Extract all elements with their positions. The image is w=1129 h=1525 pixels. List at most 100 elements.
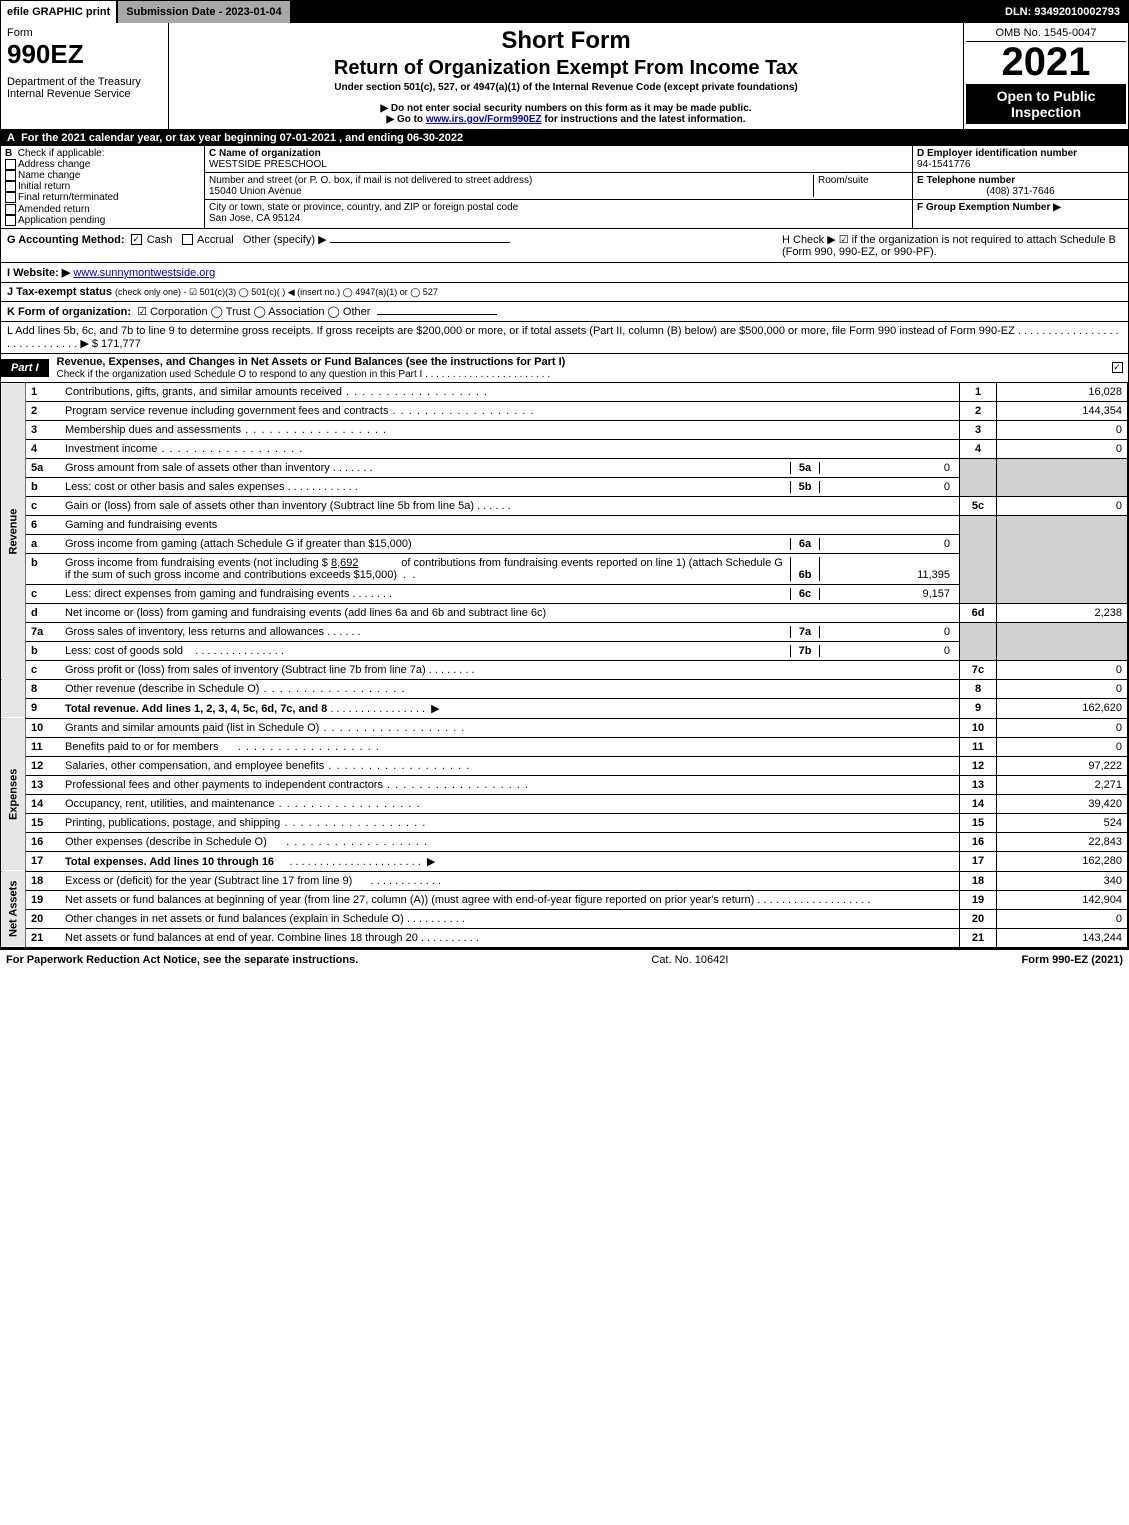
chk-accrual[interactable] xyxy=(182,234,193,245)
n7b: b xyxy=(26,641,61,660)
part1-checkline: Check if the organization used Schedule … xyxy=(57,369,551,380)
v9: 162,620 xyxy=(997,698,1128,718)
d6: Gaming and fundraising events xyxy=(60,515,960,534)
row-6d: dNet income or (loss) from gaming and fu… xyxy=(1,603,1128,622)
website-link[interactable]: www.sunnymontwestside.org xyxy=(73,267,215,279)
g-accrual: Accrual xyxy=(197,234,234,246)
n10: 10 xyxy=(26,718,61,737)
sv5b: 0 xyxy=(820,481,954,493)
chk-final-return[interactable] xyxy=(5,192,16,203)
room-label: Room/suite xyxy=(818,175,869,186)
org-city: San Jose, CA 95124 xyxy=(209,213,300,224)
efile-print[interactable]: efile GRAPHIC print xyxy=(1,1,118,23)
footer-pra: For Paperwork Reduction Act Notice, see … xyxy=(6,954,358,966)
gh-row: G Accounting Method: Cash Accrual Other … xyxy=(1,229,1128,263)
chk-initial-return[interactable] xyxy=(5,181,16,192)
n5c: c xyxy=(26,496,61,515)
n14: 14 xyxy=(26,794,61,813)
d6c: Less: direct expenses from gaming and fu… xyxy=(65,588,349,600)
row-20: 20Other changes in net assets or fund ba… xyxy=(1,909,1128,928)
n4: 4 xyxy=(26,439,61,458)
chk-address-change[interactable] xyxy=(5,159,16,170)
goto-pre: ▶ Go to xyxy=(386,114,425,125)
line-a-text: For the 2021 calendar year, or tax year … xyxy=(21,132,463,144)
b-0: Address change xyxy=(18,159,90,170)
row-6a: a Gross income from gaming (attach Schedu… xyxy=(1,534,1128,553)
row-18: Net Assets18Excess or (deficit) for the … xyxy=(1,871,1128,890)
b1: 1 xyxy=(960,383,997,402)
section-c: C Name of organization WESTSIDE PRESCHOO… xyxy=(205,146,913,228)
chk-application-pending[interactable] xyxy=(5,215,16,226)
ein: 94-1541776 xyxy=(917,159,970,170)
open-to-public: Open to Public Inspection xyxy=(966,84,1126,124)
chk-name-change[interactable] xyxy=(5,170,16,181)
d21: Net assets or fund balances at end of ye… xyxy=(65,932,418,944)
header-center: Short Form Return of Organization Exempt… xyxy=(169,23,964,129)
row-1: Revenue 1 Contributions, gifts, grants, … xyxy=(1,383,1128,402)
row-16: 16Other expenses (describe in Schedule O… xyxy=(1,832,1128,851)
n20: 20 xyxy=(26,909,61,928)
sv6b: 11,395 xyxy=(820,557,954,581)
n11: 11 xyxy=(26,737,61,756)
f-label: F Group Exemption Number ▶ xyxy=(917,202,1061,213)
n2: 2 xyxy=(26,401,61,420)
k-label: K Form of organization: xyxy=(7,306,131,318)
c-name-label: C Name of organization xyxy=(209,148,321,159)
d6a: Gross income from gaming (attach Schedul… xyxy=(65,538,790,550)
d6d: Net income or (loss) from gaming and fun… xyxy=(60,603,960,622)
part1-header: Part I Revenue, Expenses, and Changes in… xyxy=(1,354,1128,383)
goto-post: for instructions and the latest informat… xyxy=(542,114,746,125)
j-text: (check only one) - ☑ 501(c)(3) ◯ 501(c)(… xyxy=(115,287,438,297)
d13: Professional fees and other payments to … xyxy=(65,779,383,791)
b-label: Check if applicable: xyxy=(18,148,105,159)
sidelabel-netassets: Net Assets xyxy=(1,871,26,947)
d19: Net assets or fund balances at beginning… xyxy=(65,894,754,906)
note-ssn: ▶ Do not enter social security numbers o… xyxy=(173,103,959,114)
v16: 22,843 xyxy=(997,832,1128,851)
sidelabel-revenue: Revenue xyxy=(1,383,26,680)
row-7a: 7aGross sales of inventory, less returns… xyxy=(1,622,1128,641)
row-11: 11Benefits paid to or for members 110 xyxy=(1,737,1128,756)
line-g: G Accounting Method: Cash Accrual Other … xyxy=(7,233,774,258)
n5a: 5a xyxy=(26,458,61,477)
d18: Excess or (deficit) for the year (Subtra… xyxy=(65,875,352,887)
line-k: K Form of organization: ☑ Corporation ◯ … xyxy=(1,302,1128,322)
d2: Program service revenue including govern… xyxy=(65,405,388,417)
info-block: B Check if applicable: Address change Na… xyxy=(1,146,1128,229)
top-bar: efile GRAPHIC print Submission Date - 20… xyxy=(1,1,1128,23)
chk-cash[interactable] xyxy=(131,234,142,245)
line-l: L Add lines 5b, 6c, and 7b to line 9 to … xyxy=(1,322,1128,354)
sn6a: 6a xyxy=(790,538,820,550)
row-5a: 5aGross amount from sale of assets other… xyxy=(1,458,1128,477)
form-number: 990EZ xyxy=(7,39,162,70)
sidelabel-expenses: Expenses xyxy=(1,718,26,871)
part1-checkbox[interactable] xyxy=(1108,362,1128,374)
phone: (408) 371-7646 xyxy=(917,186,1124,197)
irs-link[interactable]: www.irs.gov/Form990EZ xyxy=(426,114,542,125)
v2: 144,354 xyxy=(997,401,1128,420)
v10: 0 xyxy=(997,718,1128,737)
d10: Grants and similar amounts paid (list in… xyxy=(65,722,319,734)
row-17: 17Total expenses. Add lines 10 through 1… xyxy=(1,851,1128,871)
row-6: 6Gaming and fundraising events xyxy=(1,515,1128,534)
row-3: 3Membership dues and assessments30 xyxy=(1,420,1128,439)
section-b: B Check if applicable: Address change Na… xyxy=(1,146,205,228)
row-21: 21Net assets or fund balances at end of … xyxy=(1,928,1128,947)
d-label: D Employer identification number xyxy=(917,148,1077,159)
row-12: 12Salaries, other compensation, and empl… xyxy=(1,756,1128,775)
main-table: Revenue 1 Contributions, gifts, grants, … xyxy=(1,383,1128,948)
org-address: 15040 Union Avenue xyxy=(209,186,302,197)
form-990ez: efile GRAPHIC print Submission Date - 20… xyxy=(0,0,1129,949)
e-label: E Telephone number xyxy=(917,175,1015,186)
line-h: H Check ▶ ☑ if the organization is not r… xyxy=(774,233,1122,258)
sn6b: 6b xyxy=(790,557,820,581)
n6a: a xyxy=(26,534,61,553)
chk-amended-return[interactable] xyxy=(5,204,16,215)
d8: Other revenue (describe in Schedule O) xyxy=(65,683,259,695)
part1-title: Revenue, Expenses, and Changes in Net As… xyxy=(57,354,1108,382)
j-label: J Tax-exempt status xyxy=(7,286,112,298)
tax-year: 2021 xyxy=(966,42,1126,82)
dln: DLN: 93492010002793 xyxy=(997,1,1128,23)
n12: 12 xyxy=(26,756,61,775)
c-addr-row: Number and street (or P. O. box, if mail… xyxy=(205,173,912,200)
